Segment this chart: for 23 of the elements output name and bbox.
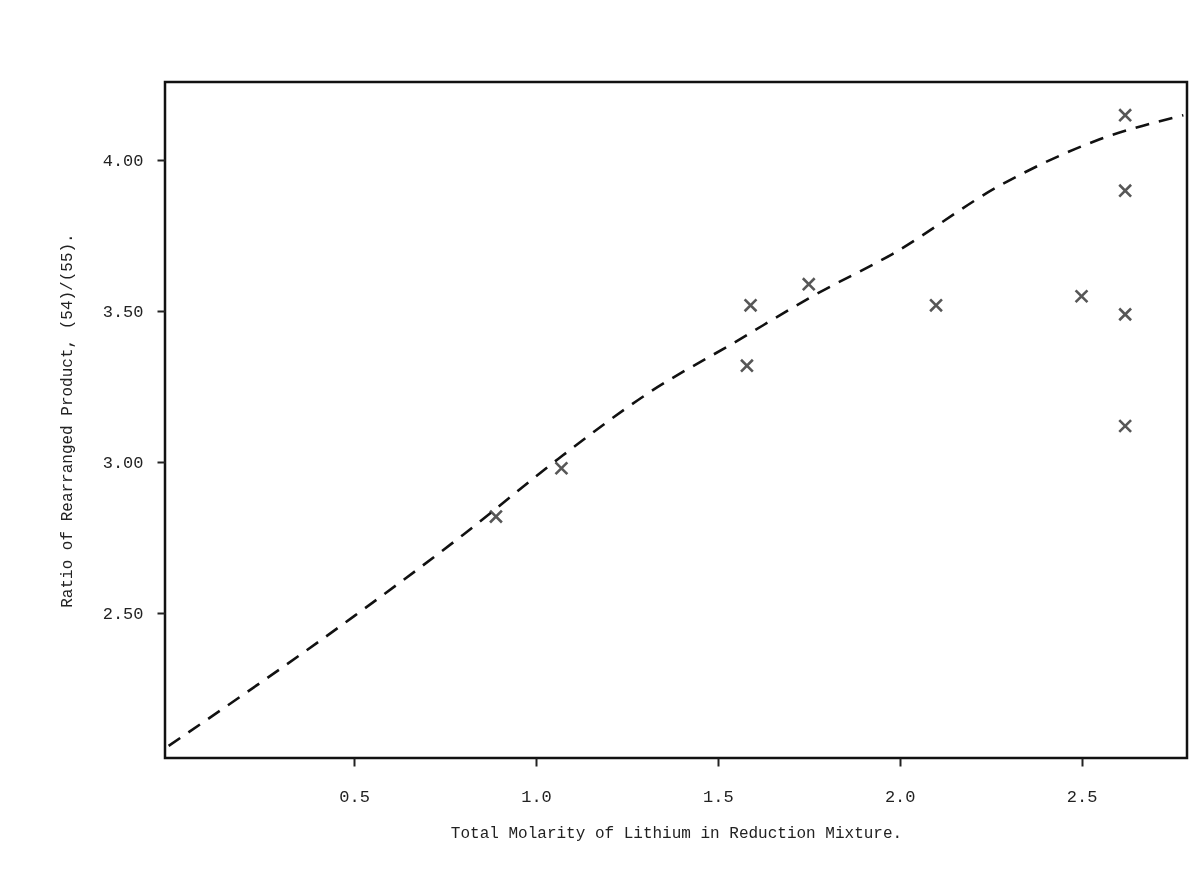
y-tick-label: 2.50 (102, 604, 144, 624)
point (743, 298, 758, 313)
x-axis-title: Total Molarity of Lithium in Reduction Mixture. (450, 824, 903, 843)
point (1074, 289, 1089, 304)
line-series (167, 113, 1185, 748)
y-tick-label: 3.50 (102, 302, 144, 322)
point (928, 298, 944, 313)
point (1117, 307, 1133, 322)
point (488, 509, 504, 524)
y-tick-label: 3.00 (102, 453, 144, 473)
point (739, 358, 755, 373)
x-tick-label: 2.5 (1066, 787, 1098, 807)
x-tick-label: 1.0 (521, 787, 552, 807)
point (1117, 107, 1133, 123)
point (1117, 418, 1133, 434)
point (1117, 183, 1133, 198)
x-tick-label: 1.5 (703, 787, 734, 807)
x-tick-label: 0.5 (339, 787, 370, 807)
y-tick-label: 4.00 (102, 151, 144, 171)
y-axis-title: Ratio of Rearranged Product, (54)/(55). (58, 233, 77, 608)
point (801, 276, 816, 292)
x-tick-label: 2.0 (884, 787, 916, 807)
point (554, 461, 569, 476)
